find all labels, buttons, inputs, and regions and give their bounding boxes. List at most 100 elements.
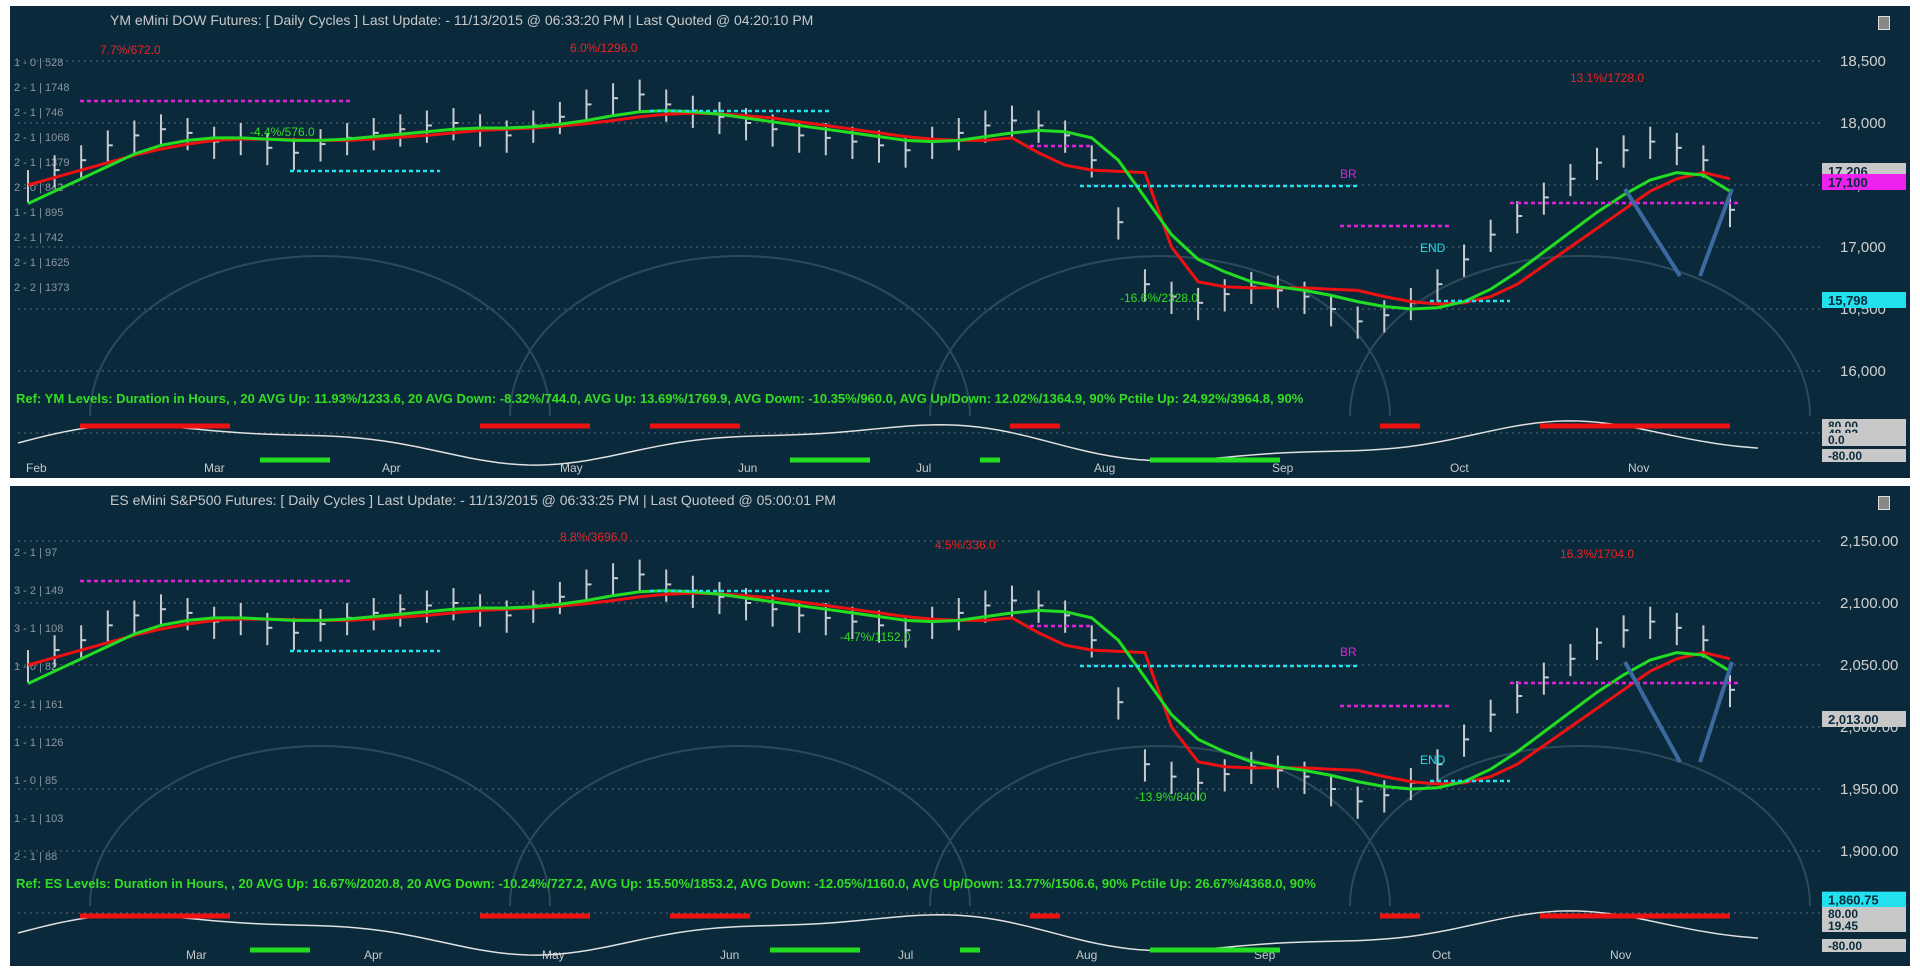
- x-tick-label: Oct: [1432, 948, 1451, 962]
- cycle-arc: [929, 745, 1391, 907]
- annotation-label: 13.1%/1728.0: [1570, 71, 1644, 85]
- oscillator-tag: [1822, 919, 1906, 932]
- arrow-line: [1698, 188, 1734, 277]
- x-tick-label: May: [560, 461, 583, 475]
- cycle-count-label: 2 - 1 | 1068: [14, 132, 69, 144]
- cycle-count-label: 2 - 1 | 742: [14, 232, 63, 244]
- x-tick-label: Jun: [720, 948, 739, 962]
- annotation-label: BR: [1340, 645, 1357, 659]
- ym-chart-title: YM eMini DOW Futures: [ Daily Cycles ] L…: [110, 12, 814, 28]
- x-tick-label: Nov: [1628, 461, 1649, 475]
- x-tick-label: Mar: [186, 948, 207, 962]
- x-tick-label: Jul: [898, 948, 913, 962]
- y-tick-label: 18,500: [1840, 53, 1886, 70]
- panel-menu-icon[interactable]: [1878, 496, 1890, 510]
- cycle-count-label: 3 - 2 | 149: [14, 585, 63, 597]
- y-tick-label: 18,000: [1840, 115, 1886, 132]
- cycle-count-label: 1 - 0 | 82: [14, 661, 57, 673]
- cycle-count-label: 2 - 1 | 746: [14, 107, 63, 119]
- annotation-label: -16.6%/2328.0: [1120, 291, 1198, 305]
- cycle-arc: [929, 255, 1391, 417]
- x-tick-label: Oct: [1450, 461, 1469, 475]
- x-tick-label: Jun: [738, 461, 757, 475]
- y-tick-label: 2,050.00: [1840, 657, 1898, 674]
- arrow-line: [1698, 661, 1734, 763]
- price-tag: [1822, 292, 1906, 308]
- fast-moving-average: [27, 109, 1731, 311]
- x-tick-label: Sep: [1272, 461, 1294, 475]
- y-tick-label: 17,000: [1840, 239, 1886, 256]
- cycle-count-label: 3 - 1 | 108: [14, 623, 63, 635]
- cycle-oscillator-line: [17, 420, 1759, 466]
- y-tick-label: 1,950.00: [1840, 781, 1898, 798]
- annotation-label: -4.4%/576.0: [250, 125, 315, 139]
- cycle-count-label: 2 - 1 | 97: [14, 547, 57, 559]
- x-tick-label: Aug: [1094, 461, 1115, 475]
- es-chart-svg: 2,150.002,100.002,050.002,000.001,950.00…: [14, 530, 1906, 962]
- annotation-label: END: [1420, 753, 1446, 767]
- cycle-oscillator-line: [17, 910, 1759, 956]
- cycle-count-label: 2 - 1 | 161: [14, 699, 63, 711]
- ym-chart-svg: 18,50018,00017,50017,00016,50016,00015,5…: [14, 41, 1906, 475]
- annotation-label: -4.7%/1152.0: [840, 630, 911, 644]
- y-tick-label: 2,150.00: [1840, 533, 1898, 550]
- cycle-count-label: 2 - 2 | 1373: [14, 282, 69, 294]
- price-tag: [1822, 174, 1906, 190]
- oscillator-tag: [1822, 449, 1906, 462]
- cycle-count-label: 1 - 0 | 528: [14, 57, 63, 69]
- cycle-count-label: 1 - 0 | 85: [14, 775, 57, 787]
- cycle-count-label: 1 - 1 | 895: [14, 207, 63, 219]
- cycle-count-label: 1 - 1 | 126: [14, 737, 63, 749]
- annotation-label: -13.9%/840.0: [1135, 790, 1207, 804]
- cycle-arc: [509, 745, 971, 907]
- price-tag-label: 1,860.75: [1828, 893, 1879, 908]
- annotation-label: END: [1420, 241, 1446, 255]
- oscillator-tag-label: 0.0: [1828, 433, 1845, 447]
- price-tag: [1822, 891, 1906, 908]
- cycle-arc: [1349, 745, 1811, 907]
- es-panel: 2,150.00 2,100.00 2,050.00 2,000.00 1,950.00…: [10, 486, 1910, 966]
- x-tick-label: Apr: [364, 948, 383, 962]
- cycle-arc: [509, 255, 971, 417]
- ym-panel: 18,50018,00017,50017,00016,50016,00015,5…: [10, 6, 1910, 478]
- es-levels-text: Ref: ES Levels: Duration in Hours, , 20 …: [16, 876, 1316, 891]
- oscillator-tag-label: -80.00: [1828, 449, 1862, 463]
- cycle-arc: [89, 255, 551, 417]
- price-tag-label: 2,013.00: [1828, 712, 1879, 727]
- oscillator-tag: [1822, 433, 1906, 446]
- x-tick-label: Feb: [26, 461, 47, 475]
- cycle-count-label: 2 - 1 | 88: [14, 851, 57, 863]
- es-chart-title: ES eMini S&P500 Futures: [ Daily Cycles …: [110, 492, 836, 508]
- fast-moving-average: [27, 589, 1731, 791]
- annotation-label: BR: [1340, 167, 1357, 181]
- cycle-count-label: 1 - 1 | 103: [14, 813, 63, 825]
- annotation-label: 6.0%/1296.0: [570, 41, 638, 55]
- y-tick-label: 1,900.00: [1840, 843, 1898, 860]
- annotation-label: 8.8%/3696.0: [560, 530, 628, 544]
- oscillator-tag-label: 19.45: [1828, 919, 1858, 933]
- annotation-label: 16.3%/1704.0: [1560, 547, 1634, 561]
- price-tag-label: 15,798: [1828, 293, 1868, 308]
- x-tick-label: Aug: [1076, 948, 1097, 962]
- cycle-count-label: 2 - 0 | 842: [14, 182, 63, 194]
- annotation-label: 4.5%/336.0: [935, 538, 996, 552]
- oscillator-tag-label: -80.00: [1828, 939, 1862, 953]
- arrow-line: [1623, 661, 1682, 763]
- x-tick-label: Apr: [382, 461, 401, 475]
- x-tick-label: Nov: [1610, 948, 1631, 962]
- oscillator-tag: [1822, 907, 1906, 920]
- cycle-arc: [89, 745, 551, 907]
- cycle-arc: [1349, 255, 1811, 417]
- arrow-line: [1623, 187, 1682, 278]
- annotation-label: 7.7%/672.0: [100, 43, 161, 57]
- y-tick-label: 16,000: [1840, 363, 1886, 380]
- ym-levels-text: Ref: YM Levels: Duration in Hours, , 20 …: [16, 391, 1304, 406]
- cycle-count-label: 2 - 1 | 1748: [14, 82, 69, 94]
- oscillator-tag-label: 80.00: [1828, 907, 1858, 921]
- panel-menu-icon[interactable]: [1878, 16, 1890, 30]
- x-tick-label: Jul: [916, 461, 931, 475]
- y-tick-label: 2,100.00: [1840, 595, 1898, 612]
- oscillator-tag: [1822, 939, 1906, 952]
- price-tag: [1822, 711, 1906, 727]
